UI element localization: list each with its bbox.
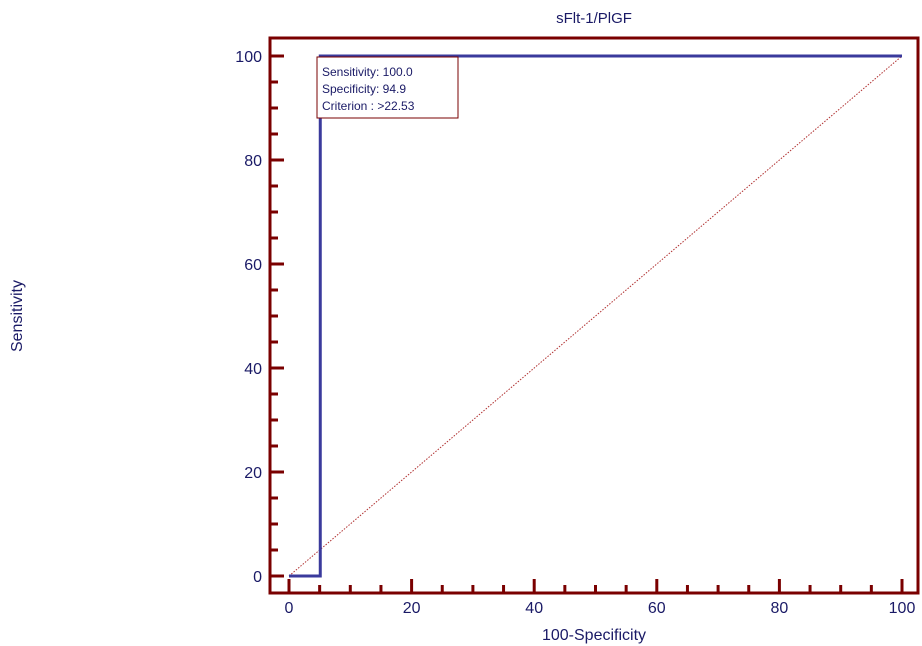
criterion-annotation: Sensitivity: 100.0 Specificity: 94.9 Cri… <box>316 56 459 119</box>
chart-title: sFlt-1/PlGF <box>556 10 632 27</box>
annotation-box <box>316 56 459 119</box>
roc-curve <box>289 54 902 578</box>
y-tick-label: 0 <box>253 569 262 586</box>
x-axis-label: 100-Specificity <box>542 627 646 644</box>
y-tick-label: 80 <box>244 153 262 170</box>
x-tick-label: 100 <box>889 600 916 617</box>
axis-ticks <box>270 54 904 593</box>
x-tick-label: 80 <box>771 600 789 617</box>
annotation-criterion: Criterion : >22.53 <box>322 99 415 113</box>
y-axis-label: Sensitivity <box>9 280 26 352</box>
y-tick-label: 20 <box>244 465 262 482</box>
x-tick-label: 0 <box>285 600 294 617</box>
y-tick-label: 60 <box>244 257 262 274</box>
annotation-sensitivity: Sensitivity: 100.0 <box>322 65 413 79</box>
y-tick-label: 100 <box>235 49 262 66</box>
x-tick-label: 20 <box>403 600 421 617</box>
y-tick-label: 40 <box>244 361 262 378</box>
tick-labels: 0 20 40 60 80 100 0 20 40 60 80 100 <box>235 49 915 617</box>
annotation-specificity: Specificity: 94.9 <box>322 82 406 96</box>
series-group <box>288 54 903 578</box>
x-tick-label: 60 <box>648 600 666 617</box>
reference-diagonal <box>288 55 903 577</box>
x-tick-label: 40 <box>525 600 543 617</box>
